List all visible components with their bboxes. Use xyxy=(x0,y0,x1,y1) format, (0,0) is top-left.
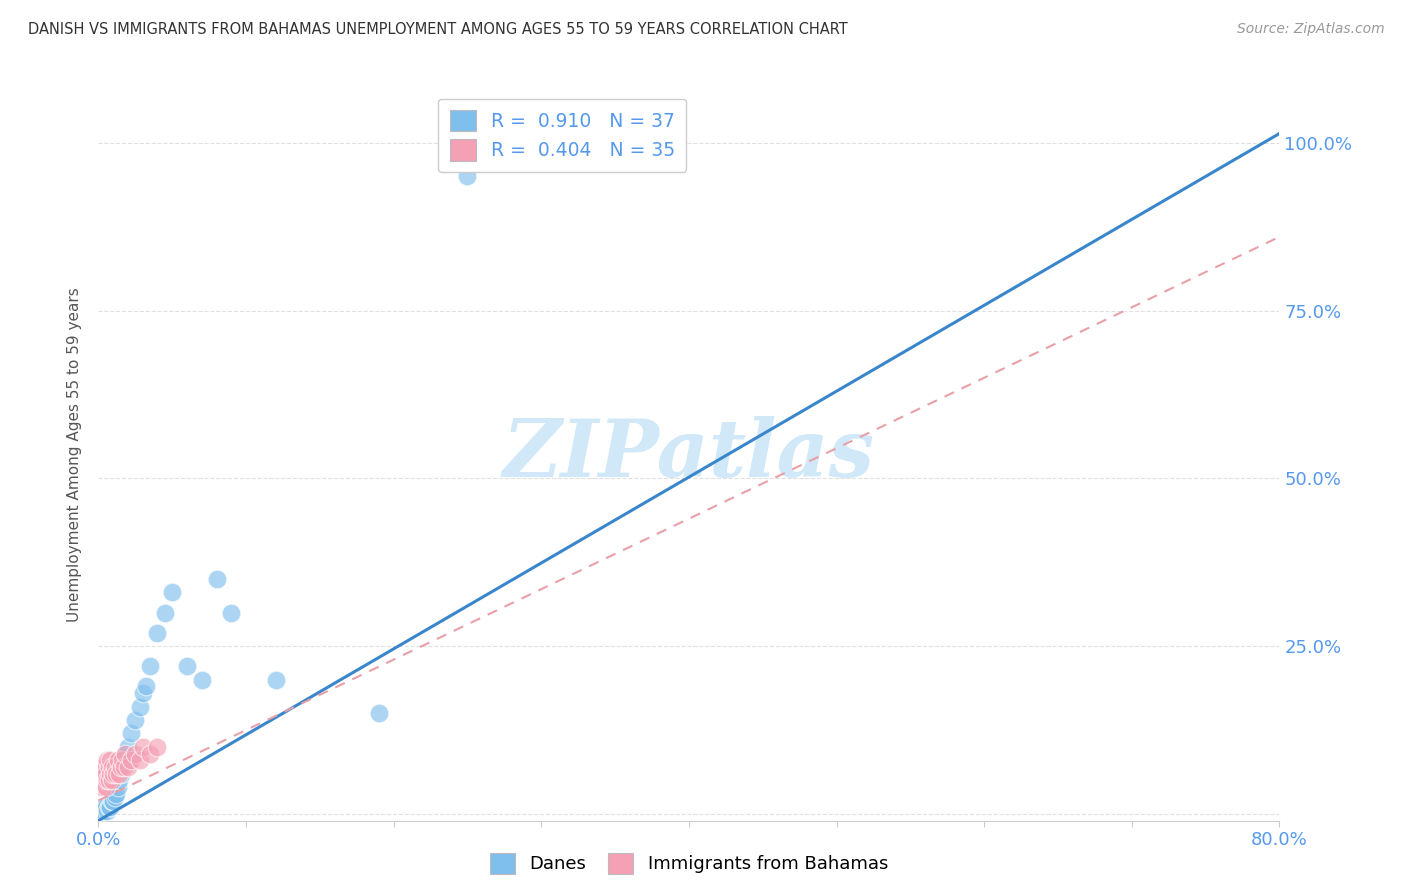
Point xyxy=(219,606,242,620)
Point xyxy=(96,773,118,788)
Point xyxy=(176,659,198,673)
Point xyxy=(117,739,139,754)
Point xyxy=(146,625,169,640)
Point xyxy=(93,804,115,818)
Point xyxy=(108,773,131,788)
Point xyxy=(146,739,169,754)
Point xyxy=(139,659,162,673)
Y-axis label: Unemployment Among Ages 55 to 59 years: Unemployment Among Ages 55 to 59 years xyxy=(67,287,83,623)
Point xyxy=(128,753,150,767)
Point xyxy=(89,773,111,788)
Point xyxy=(105,787,128,801)
Point xyxy=(97,760,120,774)
Point xyxy=(112,760,135,774)
Point xyxy=(90,804,112,818)
Point xyxy=(153,606,176,620)
Point xyxy=(135,680,157,694)
Point xyxy=(89,780,111,794)
Point xyxy=(107,780,129,794)
Point xyxy=(98,753,121,767)
Point xyxy=(103,793,125,807)
Point xyxy=(108,766,131,780)
Point xyxy=(132,686,155,700)
Point xyxy=(110,766,132,780)
Point xyxy=(124,747,146,761)
Point xyxy=(107,753,129,767)
Point xyxy=(139,747,162,761)
Point xyxy=(90,760,112,774)
Point xyxy=(114,747,136,761)
Point xyxy=(100,773,122,788)
Point xyxy=(104,790,127,805)
Point xyxy=(90,800,112,814)
Point xyxy=(96,804,118,818)
Point xyxy=(91,800,114,814)
Point xyxy=(97,800,120,814)
Point xyxy=(264,673,287,687)
Point xyxy=(112,753,135,767)
Point xyxy=(191,673,214,687)
Text: Source: ZipAtlas.com: Source: ZipAtlas.com xyxy=(1237,22,1385,37)
Point xyxy=(111,753,134,767)
Point xyxy=(97,773,120,788)
Point xyxy=(91,804,114,818)
Point xyxy=(105,766,128,780)
Point xyxy=(93,773,115,788)
Point xyxy=(110,760,132,774)
Point xyxy=(93,760,115,774)
Legend: Danes, Immigrants from Bahamas: Danes, Immigrants from Bahamas xyxy=(479,842,898,885)
Point xyxy=(104,760,127,774)
Point xyxy=(98,766,121,780)
Point xyxy=(205,572,228,586)
Point xyxy=(117,760,139,774)
Point xyxy=(132,739,155,754)
Point xyxy=(120,753,142,767)
Point xyxy=(96,753,118,767)
Point xyxy=(120,726,142,740)
Text: ZIPatlas: ZIPatlas xyxy=(503,417,875,493)
Point xyxy=(368,706,391,721)
Point xyxy=(89,804,111,818)
Point xyxy=(91,766,114,780)
Point xyxy=(98,800,121,814)
Point xyxy=(94,780,117,794)
Point xyxy=(128,699,150,714)
Point xyxy=(91,780,114,794)
Point xyxy=(456,169,478,184)
Point xyxy=(162,585,183,599)
Point xyxy=(93,800,115,814)
Point xyxy=(94,766,117,780)
Point xyxy=(89,766,111,780)
Point xyxy=(100,760,122,774)
Text: DANISH VS IMMIGRANTS FROM BAHAMAS UNEMPLOYMENT AMONG AGES 55 TO 59 YEARS CORRELA: DANISH VS IMMIGRANTS FROM BAHAMAS UNEMPL… xyxy=(28,22,848,37)
Point xyxy=(114,747,136,761)
Point xyxy=(100,793,122,807)
Point xyxy=(124,713,146,727)
Point xyxy=(90,773,112,788)
Point xyxy=(103,766,125,780)
Point xyxy=(94,800,117,814)
